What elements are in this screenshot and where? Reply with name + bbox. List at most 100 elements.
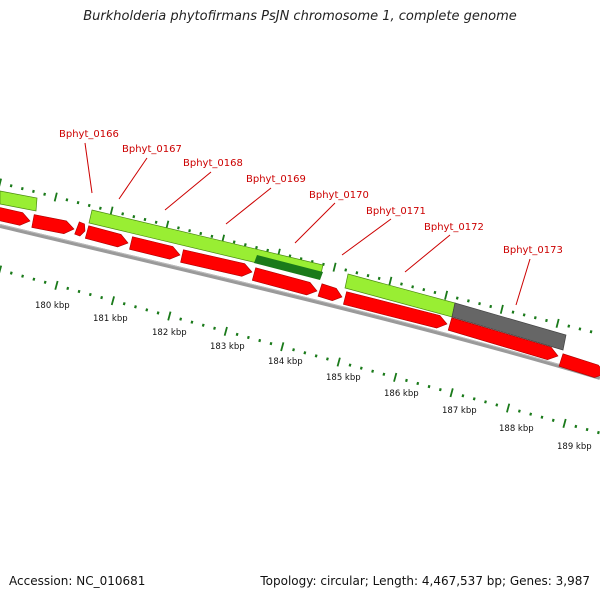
minor-tick: [495, 403, 499, 407]
lower-tick-track: [0, 265, 600, 435]
minor-tick: [213, 326, 216, 330]
minor-tick: [416, 381, 420, 386]
major-tick: [449, 388, 454, 398]
minor-tick: [314, 354, 318, 358]
major-tick: [336, 357, 341, 367]
gene-label[interactable]: Bphyt_0168: [183, 158, 243, 169]
minor-tick: [405, 378, 408, 383]
minor-tick: [478, 302, 481, 306]
major-tick: [110, 296, 115, 306]
minor-tick: [348, 363, 352, 367]
minor-tick: [400, 282, 403, 286]
cds-arrow[interactable]: [31, 214, 75, 235]
cds-arrow[interactable]: [317, 283, 343, 302]
feature-bar-gray[interactable]: [451, 302, 567, 351]
cds-arrow[interactable]: [447, 317, 559, 361]
major-tick: [54, 280, 59, 290]
minor-tick: [201, 323, 205, 327]
cds-arrow[interactable]: [251, 267, 318, 296]
minor-tick: [382, 372, 386, 376]
minor-tick: [32, 277, 36, 281]
major-tick: [332, 262, 337, 272]
cds-arrow[interactable]: [129, 236, 181, 260]
scale-label: 182 kbp: [152, 328, 187, 338]
genome-summary-text: Topology: circular; Length: 4,467,537 bp…: [260, 574, 590, 588]
cds-arrow[interactable]: [180, 249, 253, 277]
cds-arrow[interactable]: [343, 291, 448, 329]
minor-tick: [326, 357, 329, 361]
major-tick: [506, 403, 511, 413]
feature-bar[interactable]: [0, 190, 38, 212]
minor-tick: [210, 234, 214, 238]
major-tick: [444, 290, 449, 300]
minor-tick: [366, 273, 370, 278]
minor-tick: [292, 348, 295, 352]
minor-tick: [76, 201, 80, 205]
minor-tick: [179, 317, 183, 321]
minor-tick: [589, 330, 593, 334]
gene-labels: Bphyt_0166 Bphyt_0167 Bphyt_0168 Bphyt_0…: [59, 129, 563, 256]
major-tick: [0, 178, 2, 187]
minor-tick: [134, 305, 137, 309]
gene-label[interactable]: Bphyt_0173: [503, 245, 563, 256]
minor-tick: [533, 316, 537, 320]
minor-tick: [154, 220, 158, 224]
minor-tick: [269, 341, 273, 346]
minor-tick: [66, 286, 70, 291]
major-tick: [280, 342, 285, 352]
minor-tick: [596, 430, 600, 435]
scale-label: 180 kbp: [35, 301, 70, 311]
cds-arrow[interactable]: [74, 221, 86, 237]
minor-tick: [522, 313, 526, 317]
minor-tick: [355, 271, 359, 275]
major-tick: [388, 276, 393, 286]
minor-tick: [20, 186, 24, 191]
minor-tick: [122, 302, 126, 306]
cds-arrow[interactable]: [0, 207, 31, 226]
gene-label[interactable]: Bphyt_0171: [366, 206, 426, 217]
gene-label[interactable]: Bphyt_0166: [59, 129, 119, 140]
minor-tick: [132, 215, 136, 219]
minor-tick: [551, 418, 555, 422]
minor-tick: [489, 304, 493, 309]
scale-label: 186 kbp: [384, 389, 419, 399]
feature-bar-dark[interactable]: [254, 255, 323, 280]
minor-tick: [455, 296, 459, 300]
upper-tick-track: [0, 178, 593, 334]
minor-tick: [255, 245, 258, 250]
minor-tick: [65, 198, 69, 202]
minor-tick: [511, 310, 515, 314]
gene-label[interactable]: Bphyt_0169: [246, 174, 306, 185]
minor-tick: [235, 332, 239, 337]
minor-tick: [484, 400, 487, 404]
major-tick: [167, 311, 172, 321]
minor-tick: [190, 320, 194, 324]
minor-tick: [243, 243, 247, 247]
minor-tick: [246, 335, 250, 340]
minor-tick: [411, 285, 415, 289]
minor-tick: [9, 271, 13, 275]
minor-tick: [545, 318, 548, 323]
minor-tick: [177, 226, 180, 230]
minor-tick: [98, 206, 102, 210]
minor-tick: [578, 327, 582, 331]
minor-tick: [32, 189, 35, 194]
gene-label[interactable]: Bphyt_0170: [309, 190, 369, 201]
minor-tick: [371, 369, 375, 373]
cds-arrow[interactable]: [558, 353, 600, 378]
minor-tick: [303, 351, 307, 355]
minor-tick: [585, 427, 589, 432]
minor-tick: [466, 299, 470, 303]
scale-label: 184 kbp: [268, 357, 303, 367]
minor-tick: [43, 192, 47, 196]
minor-tick: [461, 394, 465, 398]
minor-tick: [43, 280, 47, 284]
cds-arrow[interactable]: [84, 225, 129, 248]
minor-tick: [77, 289, 81, 294]
cds-track: [0, 207, 600, 378]
minor-tick: [143, 217, 147, 222]
gene-label[interactable]: Bphyt_0172: [424, 222, 484, 233]
scale-label: 188 kbp: [499, 424, 534, 434]
minor-tick: [574, 424, 578, 429]
gene-label[interactable]: Bphyt_0167: [122, 144, 182, 155]
